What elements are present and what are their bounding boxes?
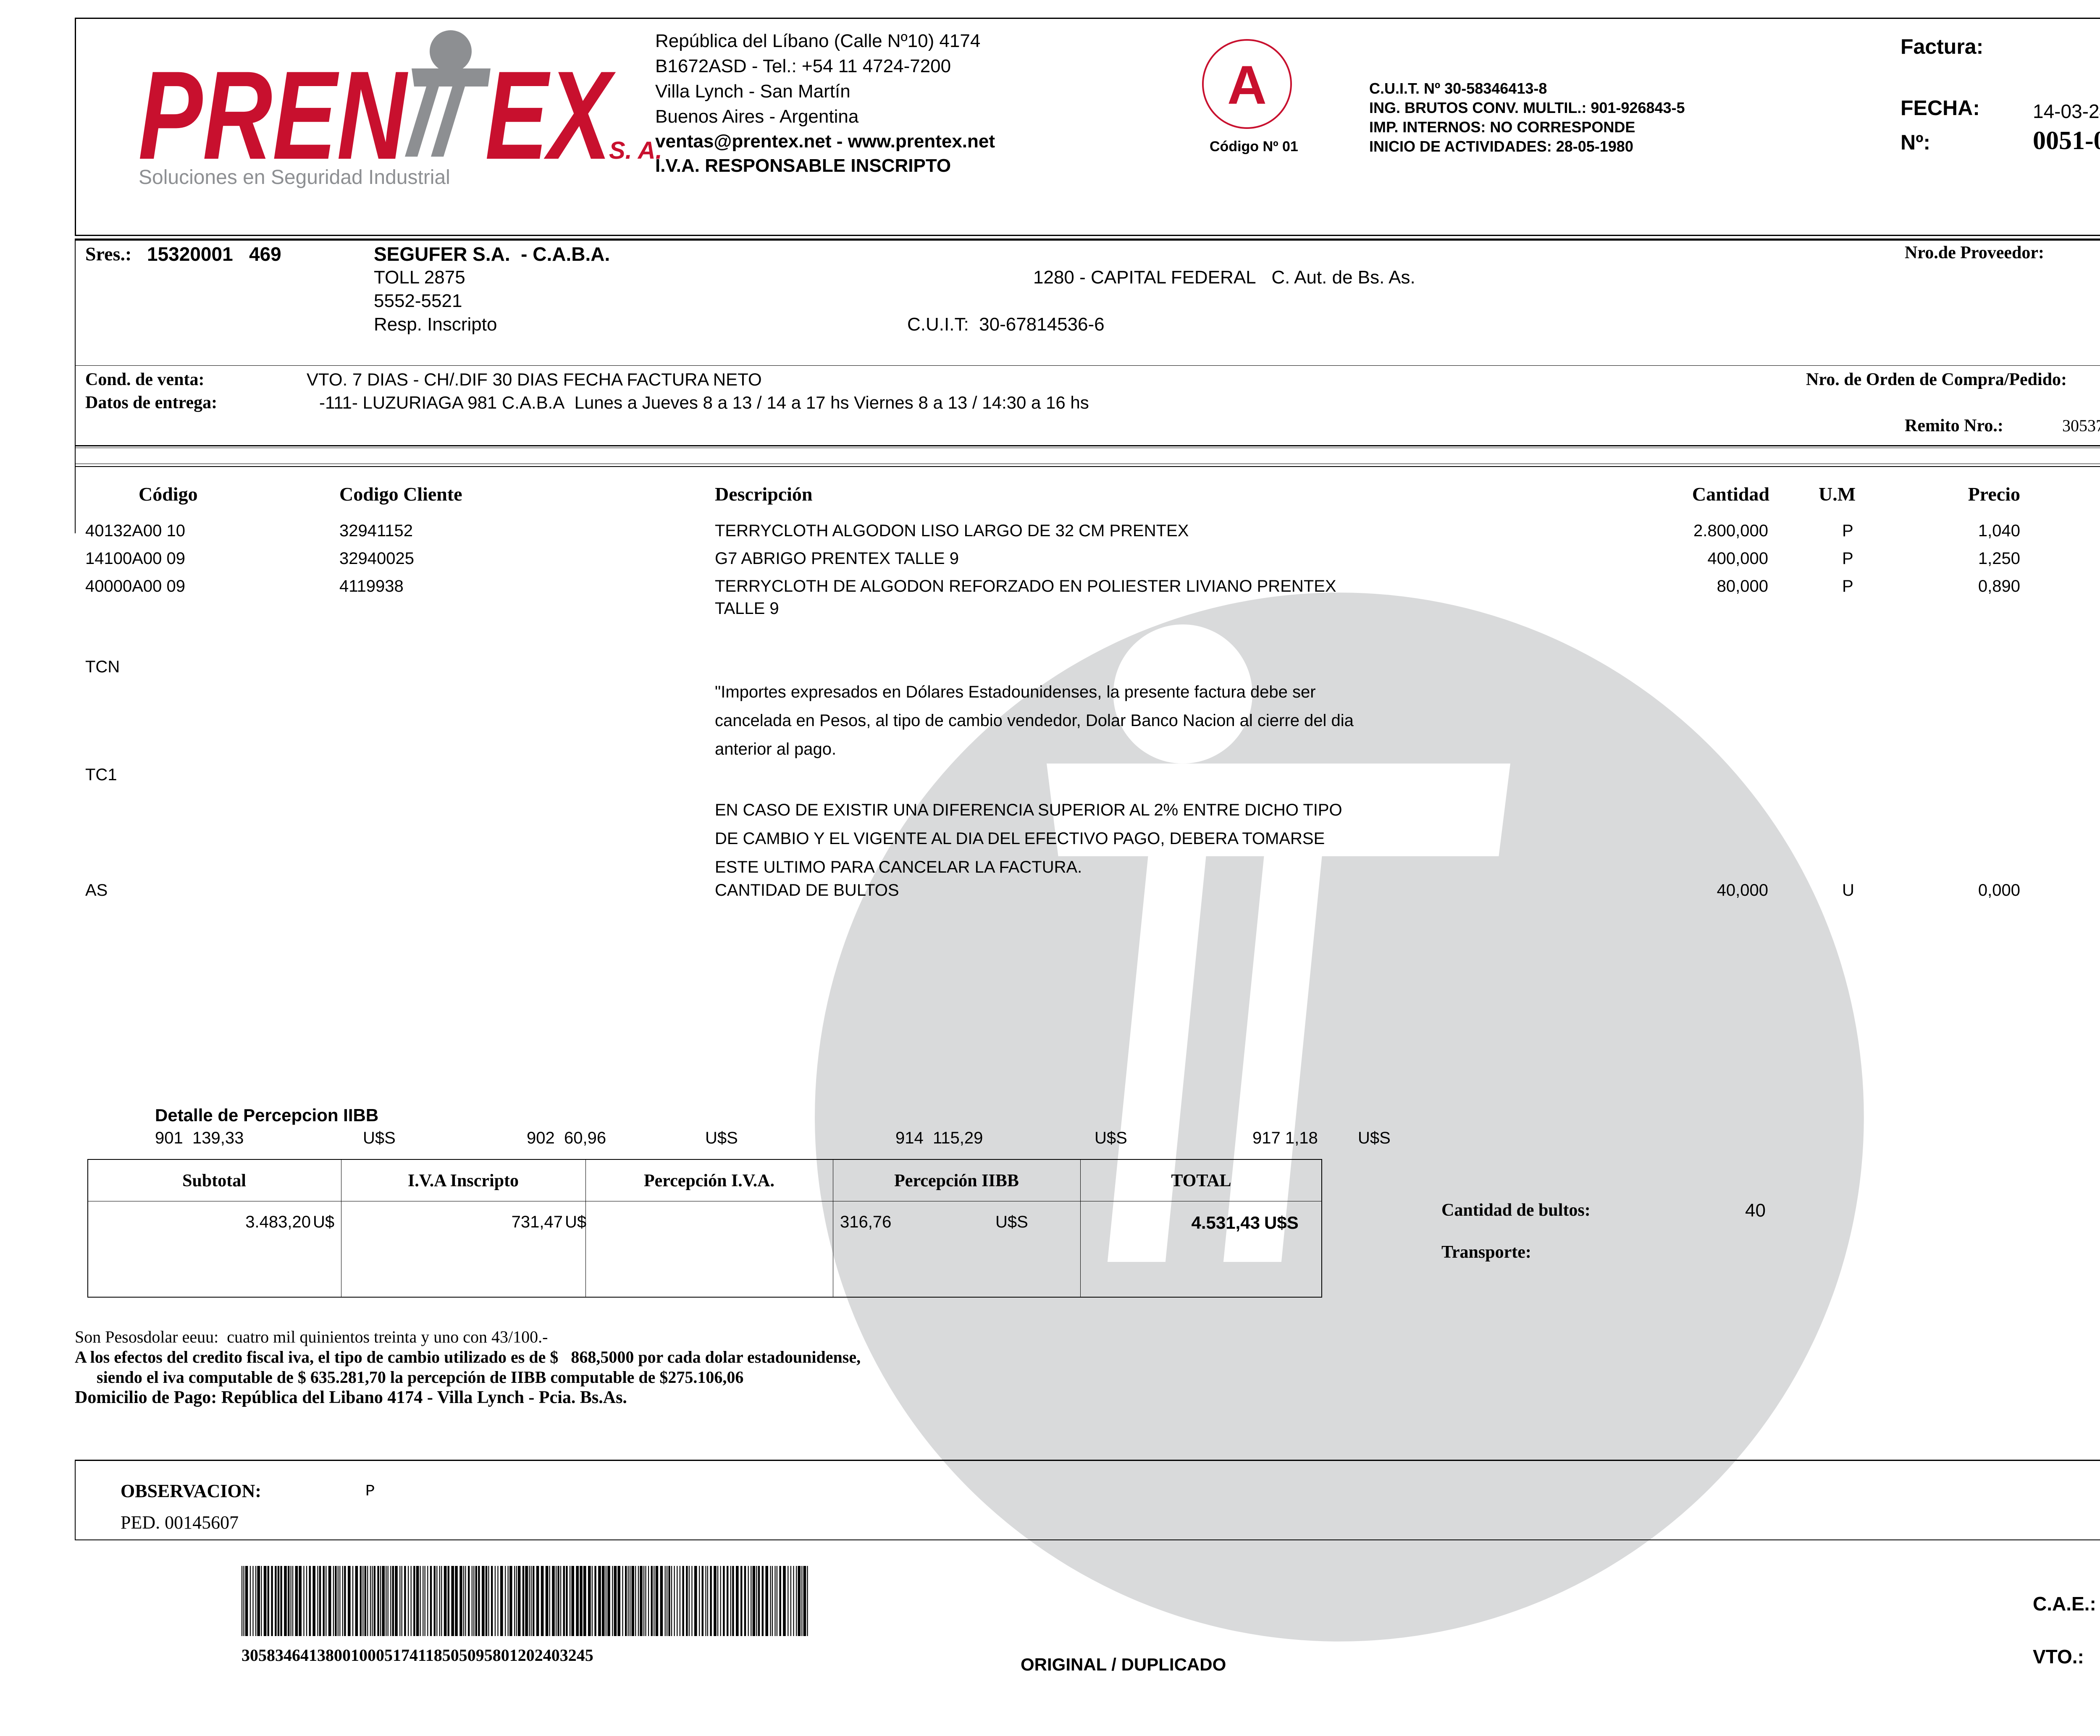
svg-text:EX: EX	[485, 45, 616, 186]
svg-text:S. A.: S. A.	[609, 137, 662, 164]
svg-text:PREN: PREN	[138, 45, 409, 186]
svg-text:A: A	[1227, 54, 1267, 115]
